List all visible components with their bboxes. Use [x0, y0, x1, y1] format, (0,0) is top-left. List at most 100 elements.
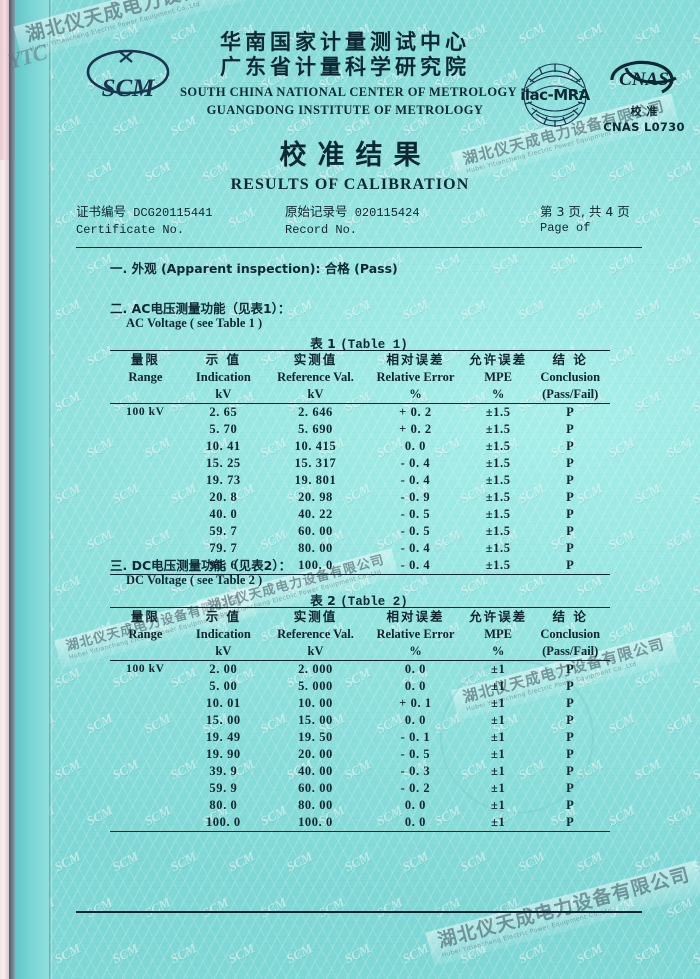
table1-cell-r4-c2: 19. 801 [294, 473, 337, 487]
table1-cell-r6-c2: 40. 22 [298, 507, 333, 521]
table-row: 10. 41 10. 415 0. 0 ±1.5 P [110, 438, 610, 455]
table1-cell-r4-c1: 19. 73 [205, 473, 241, 487]
table2-cell-r1-c2: 5. 000 [298, 679, 333, 693]
page-number-field: 第 3 页, 共 4 页 Page of [540, 203, 630, 237]
table1-cell-r8-c1: 79. 7 [209, 541, 238, 555]
table2-cell-r9-c3: 0. 0 [404, 815, 427, 829]
table2-cell-r1-c0 [110, 678, 181, 695]
table1-cell-r1-c5: P [566, 422, 575, 436]
table2-header-cn-3: 相对误差 [386, 609, 445, 624]
table2-cell-r9-c2: 100. 0 [298, 815, 333, 829]
table1-cell-r8-c3: - 0. 4 [400, 541, 431, 555]
table2-cell-r5-c4: ±1 [490, 747, 506, 761]
table1-cell-r8-c4: ±1.5 [485, 541, 511, 555]
table-bottom-rule [110, 574, 610, 575]
table2-cell-r7-c1: 59. 9 [209, 781, 238, 795]
table2-header-unit-0 [110, 643, 181, 661]
table2-caption-en: (Table 2) [340, 595, 408, 609]
table2-cell-r8-c4: ±1 [490, 798, 506, 812]
table2-cell-r6-c1: 39. 9 [209, 764, 238, 778]
table1-cell-r8-c5: P [566, 541, 575, 555]
page-title: 校准结果 RESULTS OF CALIBRATION [0, 133, 700, 194]
table2-cell-r4-c1: 19. 49 [205, 730, 241, 744]
table1-header-cn-1: 示 值 [205, 352, 242, 367]
table2-cell-r8-c2: 80. 00 [298, 798, 333, 812]
table1-cell-r0-c4: ±1.5 [485, 405, 511, 419]
table1-cell-r7-c4: ±1.5 [485, 524, 511, 538]
table1-cell-r5-c1: 20. 8 [209, 490, 238, 504]
section-ac-voltage-heading-cn: 二. AC电压测量功能（见表1）： [110, 301, 291, 316]
table2-cell-r5-c2: 20. 00 [298, 747, 333, 761]
table2-cell-r8-c3: 0. 0 [404, 798, 427, 812]
header-divider [76, 247, 642, 249]
table1-cell-r3-c5: P [566, 456, 575, 470]
table2-cell-r2-c2: 10. 00 [298, 696, 333, 710]
table2-cell-r7-c4: ±1 [490, 781, 506, 795]
table1-cell-r6-c0 [110, 506, 181, 523]
table-row: 5. 70 5. 690 + 0. 2 ±1.5 P [110, 421, 610, 438]
table-row: 100. 0 100. 0 0. 0 ±1 P [110, 814, 610, 832]
table2-cell-r2-c0 [110, 695, 181, 712]
table-row: 40. 0 40. 22 - 0. 5 ±1.5 P [110, 506, 610, 523]
section-dc-voltage-heading-en: DC Voltage ( see Table 2 ) [126, 573, 263, 587]
table2-header-cn-5: 结 论 [552, 609, 588, 624]
table2-cell-r4-c3: - 0. 1 [400, 730, 431, 744]
table2-cell-r1-c5: P [566, 679, 575, 693]
table1-cell-r7-c3: - 0. 5 [400, 524, 431, 538]
table2-cell-r6-c2: 40. 00 [298, 764, 333, 778]
record-label-en: Record No. [285, 223, 358, 237]
table1-cell-r9-c2: 100. 0 [298, 558, 333, 572]
table1-header-en-3: Relative Error [376, 370, 455, 384]
table2-header-en-0: Range [128, 627, 163, 641]
table2-cell-r0-c3: 0. 0 [404, 662, 427, 676]
table2-cell-r8-c0 [110, 797, 181, 814]
table1-cell-r4-c5: P [566, 473, 575, 487]
table1-cell-r3-c1: 15. 25 [205, 456, 241, 470]
gutter-fold-line [49, 0, 52, 979]
table1-header-unit: kV kV%% (Pass/Fail) [110, 386, 610, 404]
page-label-en: Page of [540, 221, 591, 235]
table-header-rule [110, 660, 610, 661]
table2-header-unit-3: % [409, 644, 422, 658]
table2-header-cn: 量限 示 值 实测值 相对误差 允许误差 结 论 [110, 608, 610, 626]
table2-cell-r1-c3: 0. 0 [404, 679, 427, 693]
table2-cell-r8-c1: 80. 0 [209, 798, 238, 812]
table2-header-en-3: Relative Error [376, 627, 455, 641]
table1-header-cn-5: 结 论 [552, 352, 588, 367]
table1-header-unit-1: kV [215, 387, 232, 401]
record-number-value: 020115424 [354, 206, 420, 220]
table2-cell-r9-c4: ±1 [490, 815, 506, 829]
table1-header-en-4: MPE [484, 370, 513, 384]
table1-cell-r0-c5: P [566, 405, 575, 419]
table2-cell-r7-c2: 60. 00 [298, 781, 333, 795]
org-name-en-1: SOUTH CHINA NATIONAL CENTER OF METROLOGY [180, 84, 518, 99]
table1-header-en-5: Conclusion [540, 370, 601, 384]
scm-emblem-icon: SCM [82, 46, 174, 104]
table2-cell-r7-c3: - 0. 2 [400, 781, 431, 795]
table1-cell-r9-c5: P [566, 558, 575, 572]
table2-cell-r6-c4: ±1 [490, 764, 506, 778]
table1-cell-r2-c2: 10. 415 [294, 439, 337, 453]
table2-caption: 表 2 (Table 2) [76, 590, 642, 609]
table1-cell-r1-c4: ±1.5 [485, 422, 511, 436]
table2-cell-r0-c5: P [566, 662, 575, 676]
table1-cell-r4-c0 [110, 472, 181, 489]
table-row: 20. 8 20. 98 - 0. 9 ±1.5 P [110, 489, 610, 506]
table2-caption-cn: 表 2 [310, 593, 336, 608]
table2-cell-r7-c5: P [566, 781, 575, 795]
table1-cell-r5-c4: ±1.5 [485, 490, 511, 504]
table2-header-unit-2: kV [307, 644, 324, 658]
table2-header-unit-4: % [491, 644, 505, 658]
section-dc-voltage-heading-cn: 三. DC电压测量功能（见表2）： [110, 558, 292, 573]
table1-caption-en: (Table 1) [340, 338, 408, 352]
table1-cell-r1-c1: 5. 70 [209, 422, 238, 436]
svg-text:CNAS: CNAS [619, 69, 669, 90]
table1-cell-r1-c2: 5. 690 [298, 422, 333, 436]
cnas-label-cn: 校准 [630, 105, 663, 118]
page-label-cn: 第 3 页, 共 4 页 [540, 204, 630, 219]
table1-cell-r7-c0 [110, 523, 181, 540]
table2-cell-r9-c5: P [566, 815, 575, 829]
table2-cell-r5-c3: - 0. 5 [400, 747, 431, 761]
table1-cell-r7-c1: 59. 7 [209, 524, 238, 538]
